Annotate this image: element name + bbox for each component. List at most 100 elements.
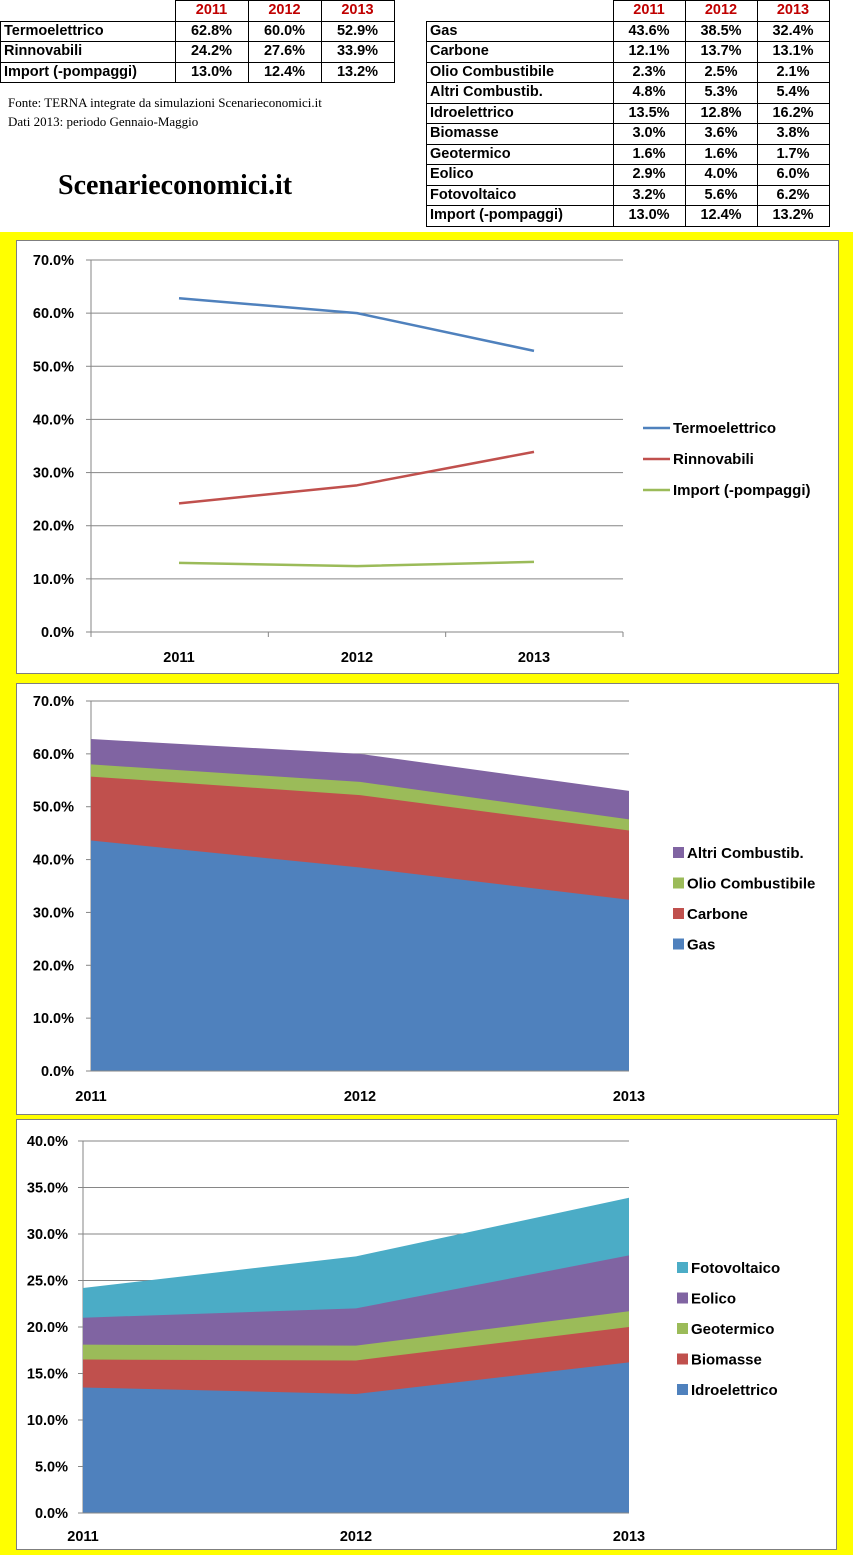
- legend-label: Fotovoltaico: [691, 1260, 780, 1277]
- table-cell: 4.8%: [612, 82, 686, 104]
- table-cell: 32.4%: [756, 20, 830, 42]
- row-label: Fotovoltaico: [426, 184, 614, 206]
- y-tick-label: 30.0%: [33, 905, 74, 921]
- y-tick-label: 50.0%: [33, 359, 74, 375]
- y-tick-label: 60.0%: [33, 747, 74, 763]
- table-row: Geotermico 1.6% 1.6% 1.7%: [426, 143, 830, 165]
- y-tick-label: 10.0%: [27, 1413, 68, 1429]
- y-tick-label: 25.0%: [27, 1274, 68, 1290]
- table-cell: 16.2%: [756, 102, 830, 124]
- legend-swatch: [673, 938, 684, 950]
- y-tick-label: 20.0%: [33, 519, 74, 535]
- row-label: Termoelettrico: [0, 20, 176, 42]
- table-cell: 13.0%: [174, 61, 249, 83]
- y-tick-label: 50.0%: [33, 800, 74, 816]
- legend-swatch: [677, 1292, 688, 1304]
- table-cell: 6.0%: [756, 164, 830, 186]
- legend-label: Termoelettrico: [673, 420, 776, 437]
- line-chart: 0.0% 10.0% 20.0% 30.0% 40.0% 50.0% 60.0% 70.0% 2…: [33, 253, 811, 666]
- y-tick-label: 0.0%: [41, 1064, 74, 1080]
- thermal-area-chart-panel: 0.0% 10.0% 20.0% 30.0% 40.0% 50.0% 60.0% 70.0% 2…: [16, 683, 839, 1115]
- y-tick-label: 60.0%: [33, 306, 74, 322]
- table-cell: 13.2%: [320, 61, 395, 83]
- table-cell: 52.9%: [320, 20, 395, 42]
- x-tick-label: 2011: [163, 650, 194, 666]
- legend-swatch: [673, 847, 684, 858]
- x-tick-label: 2011: [67, 1529, 98, 1545]
- line-chart-panel: 0.0% 10.0% 20.0% 30.0% 40.0% 50.0% 60.0% 70.0% 2…: [16, 240, 839, 674]
- header-blank-cell: [0, 0, 176, 22]
- year-header: 2013: [756, 0, 830, 22]
- table-cell: 12.8%: [684, 102, 758, 124]
- legend-label: Rinnovabili: [673, 451, 754, 468]
- legend-swatch: [677, 1353, 688, 1365]
- year-header: 2011: [174, 0, 249, 22]
- table-cell: 2.3%: [612, 61, 686, 83]
- x-tick-label: 2012: [344, 1089, 376, 1105]
- table-row: Idroelettrico 13.5% 12.8% 16.2%: [426, 102, 830, 124]
- table-cell: 4.0%: [684, 164, 758, 186]
- table-cell: 2.9%: [612, 164, 686, 186]
- y-tick-label: 20.0%: [27, 1320, 68, 1336]
- table-cell: 6.2%: [756, 184, 830, 206]
- y-tick-label: 40.0%: [27, 1134, 68, 1150]
- row-label: Idroelettrico: [426, 102, 614, 124]
- table-cell: 12.4%: [684, 205, 758, 227]
- row-label: Biomasse: [426, 123, 614, 145]
- y-tick-label: 15.0%: [27, 1367, 68, 1383]
- legend-swatch: [677, 1323, 688, 1334]
- legend-label: Biomasse: [691, 1352, 762, 1369]
- table-cell: 13.5%: [612, 102, 686, 124]
- y-tick-label: 40.0%: [33, 853, 74, 869]
- period-note: Dati 2013: periodo Gennaio-Maggio: [8, 114, 199, 129]
- table-row: Rinnovabili 24.2% 27.6% 33.9%: [0, 41, 395, 63]
- area-series: [83, 1362, 629, 1513]
- table-cell: 13.2%: [756, 205, 830, 227]
- table-cell: 13.0%: [612, 205, 686, 227]
- table-cell: 5.6%: [684, 184, 758, 206]
- table-cell: 27.6%: [247, 41, 322, 63]
- y-tick-label: 10.0%: [33, 1011, 74, 1027]
- table-cell: 13.1%: [756, 41, 830, 63]
- table-row: Gas 43.6% 38.5% 32.4%: [426, 20, 830, 42]
- table-cell: 5.3%: [684, 82, 758, 104]
- y-tick-label: 35.0%: [27, 1181, 68, 1197]
- header-area: 2011 2012 2013 Termoelettrico 62.8% 60.0% 52.9…: [0, 0, 853, 232]
- x-tick-label: 2012: [340, 1529, 372, 1545]
- x-tick-label: 2013: [518, 650, 550, 666]
- area-series: [91, 840, 629, 1071]
- table-cell: 2.5%: [684, 61, 758, 83]
- row-label: Altri Combustib.: [426, 82, 614, 104]
- row-label: Geotermico: [426, 143, 614, 165]
- table-cell: 33.9%: [320, 41, 395, 63]
- legend-label: Altri Combustib.: [687, 845, 804, 862]
- series-line: [178, 560, 535, 568]
- x-tick-label: 2012: [341, 650, 373, 666]
- table-cell: 38.5%: [684, 20, 758, 42]
- table-cell: 43.6%: [612, 20, 686, 42]
- y-tick-label: 30.0%: [27, 1227, 68, 1243]
- table-row: Eolico 2.9% 4.0% 6.0%: [426, 164, 830, 186]
- row-label: Olio Combustibile: [426, 61, 614, 83]
- row-label: Import (-pompaggi): [0, 61, 176, 83]
- table-cell: 24.2%: [174, 41, 249, 63]
- summary-table: 2011 2012 2013 Termoelettrico 62.8% 60.0% 52.9…: [0, 0, 395, 83]
- series-line: [178, 297, 535, 353]
- sources-table: 2011 2012 2013 Gas 43.6% 38.5% 32.4% Carbone 12.…: [426, 0, 830, 227]
- thermal-area-chart: 0.0% 10.0% 20.0% 30.0% 40.0% 50.0% 60.0% 70.0% 2…: [33, 694, 815, 1105]
- table-row: Carbone 12.1% 13.7% 13.1%: [426, 41, 830, 63]
- legend-swatch: [673, 908, 684, 919]
- x-tick-label: 2011: [75, 1089, 106, 1105]
- y-tick-label: 70.0%: [33, 694, 74, 710]
- row-label: Carbone: [426, 41, 614, 63]
- y-tick-label: 5.0%: [35, 1460, 68, 1476]
- y-tick-label: 20.0%: [33, 958, 74, 974]
- table-cell: 5.4%: [756, 82, 830, 104]
- row-label: Rinnovabili: [0, 41, 176, 63]
- legend-label: Geotermico: [691, 1321, 774, 1338]
- table-cell: 2.1%: [756, 61, 830, 83]
- year-header: 2012: [684, 0, 758, 22]
- renewables-area-chart: 0.0% 5.0% 10.0% 15.0% 20.0% 25.0% 30.0% 35.0% 40…: [27, 1134, 780, 1545]
- table-cell: 1.6%: [684, 143, 758, 165]
- table-cell: 62.8%: [174, 20, 249, 42]
